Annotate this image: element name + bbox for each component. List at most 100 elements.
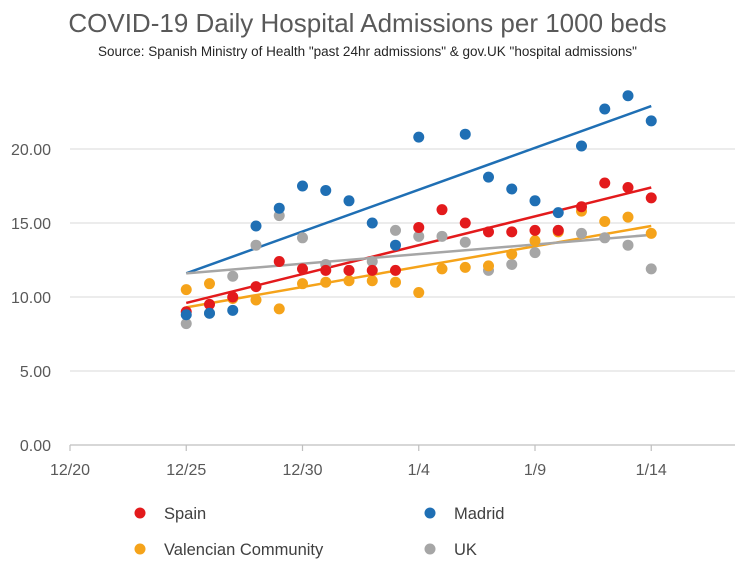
data-point: [366, 217, 378, 229]
data-point: [645, 263, 657, 275]
data-point: [413, 287, 425, 299]
data-point: [622, 181, 634, 193]
trendline-madrid: [185, 104, 652, 275]
data-point: [506, 183, 518, 195]
data-point: [436, 204, 448, 216]
legend-marker: [134, 543, 146, 555]
data-point: [204, 298, 215, 310]
data-point: [366, 264, 378, 276]
y-axis-ticks: 0.00 5.00 10.00 15.00 20.00: [11, 142, 51, 455]
data-point: [529, 247, 541, 259]
data-point: [343, 275, 355, 287]
trendline-spain: [185, 186, 652, 305]
data-point: [483, 226, 494, 238]
trend-lines: [185, 104, 652, 309]
legend: Spain Madrid Valencian Community UK: [134, 505, 504, 559]
legend-marker: [424, 507, 436, 519]
legend-marker: [134, 507, 146, 519]
data-point: [204, 278, 215, 290]
data-point: [390, 239, 401, 251]
data-point: [436, 230, 448, 242]
data-point: [343, 195, 355, 207]
legend-label: UK: [454, 541, 477, 559]
y-tick-label: 5.00: [20, 364, 51, 381]
data-point: [599, 103, 611, 115]
data-point: [459, 261, 471, 273]
data-point: [180, 284, 192, 296]
data-point: [576, 201, 587, 213]
legend-label: Valencian Community: [164, 541, 324, 559]
data-point: [622, 90, 634, 102]
data-point: [204, 307, 215, 319]
data-point: [390, 276, 401, 288]
data-point: [506, 248, 518, 260]
data-point: [599, 216, 611, 228]
data-point: [529, 195, 541, 207]
data-point: [343, 264, 355, 276]
legend-label: Spain: [164, 505, 206, 523]
data-point: [483, 260, 494, 272]
data-point: [273, 202, 285, 214]
data-point: [506, 226, 518, 238]
data-point: [180, 318, 192, 330]
x-tick-label: 1/4: [408, 462, 430, 479]
data-point: [529, 235, 541, 247]
data-point: [250, 281, 262, 293]
data-point: [622, 239, 634, 251]
y-tick-label: 10.00: [11, 290, 51, 307]
data-point: [622, 211, 634, 223]
trendline-valencian-community: [186, 224, 652, 309]
data-point: [413, 131, 425, 143]
data-point: [459, 236, 471, 248]
legend-label: Madrid: [454, 505, 504, 523]
data-point: [227, 270, 239, 282]
gridlines: [70, 148, 735, 372]
data-point: [645, 192, 657, 204]
y-tick-label: 15.00: [11, 216, 51, 233]
data-point: [320, 264, 332, 276]
trendline-uk: [186, 233, 652, 275]
data-point: [552, 224, 564, 236]
data-point: [599, 232, 611, 244]
data-points: [180, 90, 657, 330]
x-tick-label: 12/20: [50, 462, 90, 479]
data-point: [390, 264, 401, 276]
data-point: [297, 180, 308, 192]
data-point: [529, 224, 541, 236]
data-point: [413, 230, 425, 242]
data-point: [250, 239, 262, 251]
y-tick-label: 0.00: [20, 438, 51, 455]
data-point: [576, 140, 587, 152]
x-tick-label: 1/14: [636, 462, 667, 479]
data-point: [320, 184, 332, 196]
chart-subtitle: Source: Spanish Ministry of Health "past…: [98, 44, 637, 59]
data-point: [645, 227, 657, 239]
chart-title: COVID-19 Daily Hospital Admissions per 1…: [68, 8, 667, 38]
data-point: [227, 304, 239, 316]
data-point: [413, 221, 425, 233]
data-point: [297, 278, 308, 290]
data-point: [599, 177, 611, 189]
data-point: [180, 309, 192, 321]
data-point: [273, 303, 285, 315]
x-tick-label: 12/25: [166, 462, 206, 479]
data-point: [506, 258, 518, 270]
data-point: [459, 128, 471, 140]
legend-marker: [424, 543, 436, 555]
data-point: [390, 224, 401, 236]
data-point: [366, 255, 378, 267]
data-point: [297, 263, 308, 275]
data-point: [250, 220, 262, 232]
x-tick-label: 12/30: [282, 462, 322, 479]
data-point: [273, 255, 285, 267]
data-point: [576, 227, 587, 239]
data-point: [227, 291, 239, 303]
data-point: [552, 207, 564, 219]
x-axis: 12/20 12/25 12/30 1/4 1/9 1/14: [50, 444, 735, 479]
data-point: [250, 294, 262, 306]
data-point: [320, 276, 332, 288]
data-point: [645, 115, 657, 127]
y-tick-label: 20.00: [11, 142, 51, 159]
data-point: [436, 263, 448, 275]
